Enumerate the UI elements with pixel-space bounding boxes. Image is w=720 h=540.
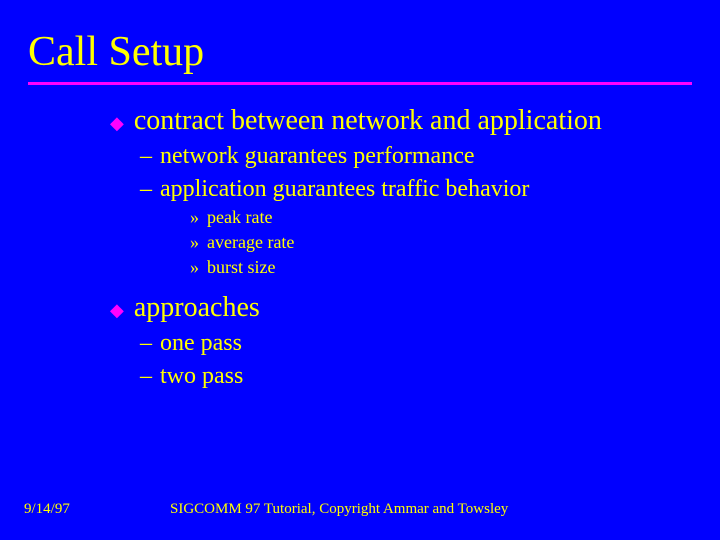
- sub-text: application guarantees traffic behavior: [160, 176, 529, 203]
- subsub-item: » average rate: [0, 232, 720, 253]
- chevron-icon: »: [190, 257, 199, 278]
- dash-icon: –: [140, 143, 152, 170]
- dash-icon: –: [140, 363, 152, 390]
- slide-content: ◆ contract between network and applicati…: [0, 85, 720, 390]
- bullet-text: approaches: [134, 292, 260, 324]
- bullet-text: contract between network and application: [134, 105, 602, 137]
- subsub-item: » peak rate: [0, 207, 720, 228]
- bullet-item: ◆ approaches: [0, 292, 720, 324]
- sub-item: – one pass: [0, 330, 720, 357]
- subsub-text: average rate: [207, 232, 294, 253]
- slide: Call Setup ◆ contract between network an…: [0, 0, 720, 540]
- sub-item: – network guarantees performance: [0, 143, 720, 170]
- diamond-icon: ◆: [110, 300, 124, 321]
- chevron-icon: »: [190, 232, 199, 253]
- dash-icon: –: [140, 330, 152, 357]
- slide-title: Call Setup: [0, 0, 720, 76]
- footer-copyright: SIGCOMM 97 Tutorial, Copyright Ammar and…: [170, 501, 720, 518]
- spacer: [0, 278, 720, 292]
- dash-icon: –: [140, 176, 152, 203]
- slide-footer: 9/14/97 SIGCOMM 97 Tutorial, Copyright A…: [0, 501, 720, 518]
- sub-item: – application guarantees traffic behavio…: [0, 176, 720, 203]
- subsub-text: burst size: [207, 257, 275, 278]
- sub-text: network guarantees performance: [160, 143, 475, 170]
- chevron-icon: »: [190, 207, 199, 228]
- footer-date: 9/14/97: [0, 501, 170, 518]
- subsub-text: peak rate: [207, 207, 272, 228]
- sub-text: two pass: [160, 363, 243, 390]
- bullet-item: ◆ contract between network and applicati…: [0, 105, 720, 137]
- sub-item: – two pass: [0, 363, 720, 390]
- diamond-icon: ◆: [110, 113, 124, 134]
- sub-text: one pass: [160, 330, 242, 357]
- subsub-item: » burst size: [0, 257, 720, 278]
